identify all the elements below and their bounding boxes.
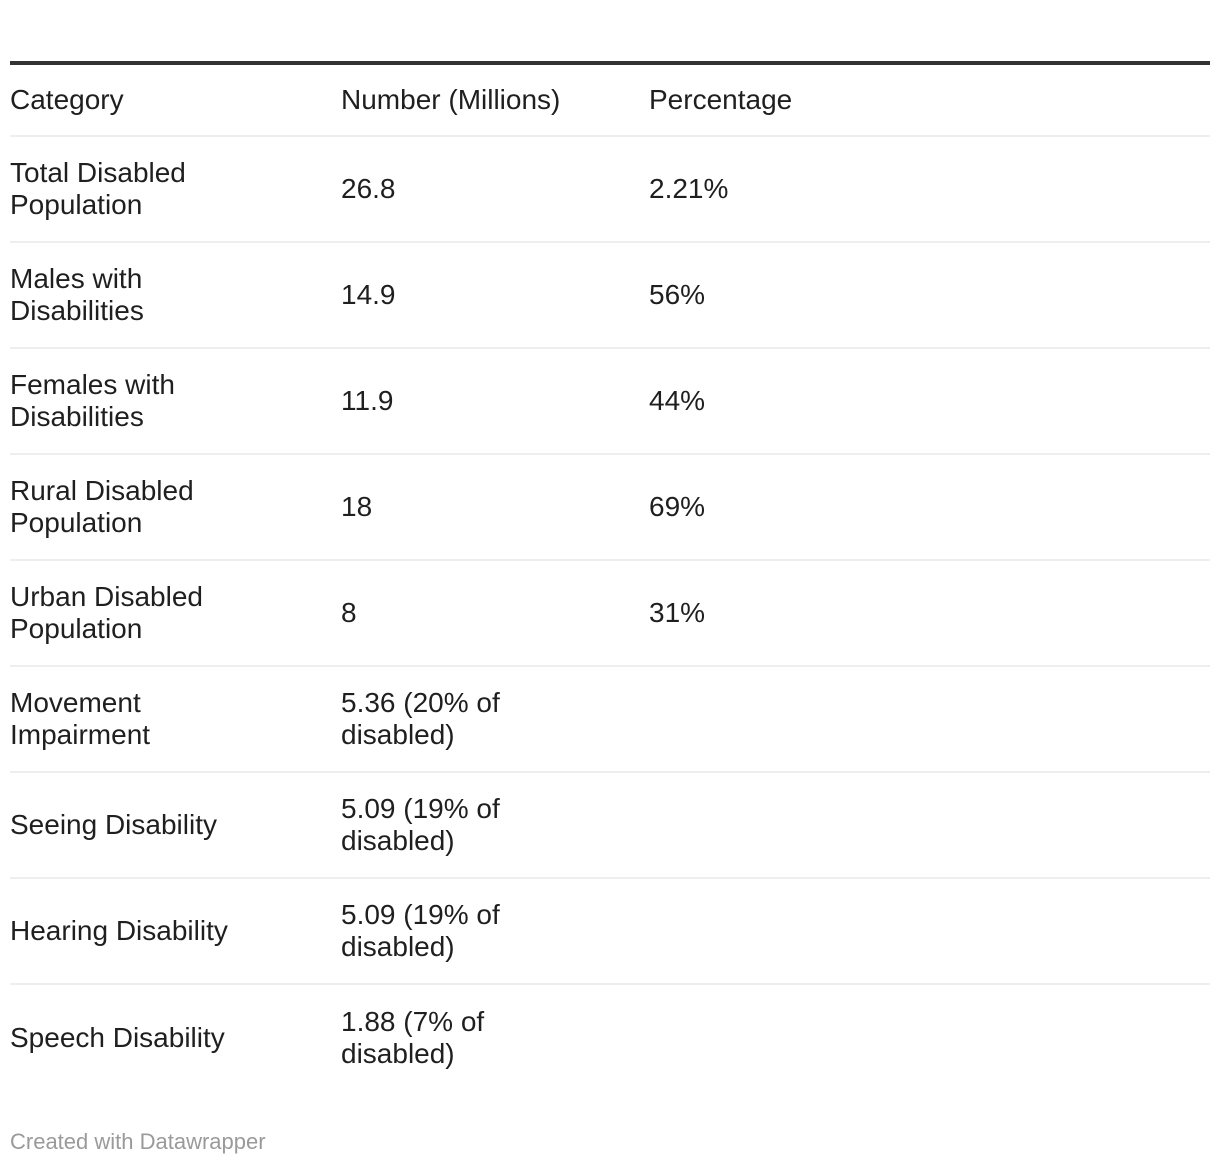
table-row: Males with Disabilities 14.9 56% [10,243,1210,349]
cell-category: Seeing Disability [10,773,341,877]
cell-category: Hearing Disability [10,879,341,983]
cell-number: 5.09 (19% of disabled) [341,773,649,877]
column-header-number-label: Number (Millions) [341,84,561,115]
cell-number: 18 [341,455,649,559]
cell-category: Urban Disabled Population [10,561,341,665]
cell-category: Speech Disability [10,985,341,1091]
cell-category-text: Speech Disability [10,1022,225,1053]
disability-statistics-table: Category Number (Millions) Percentage To… [10,61,1210,1091]
cell-percentage: 2.21% [649,137,1210,241]
cell-category-text: Movement Impairment [10,687,151,750]
column-header-percentage-label: Percentage [649,84,793,115]
table-row: Urban Disabled Population 8 31% [10,561,1210,667]
cell-number-text: 11.9 [341,385,394,416]
cell-percentage [649,667,1210,771]
cell-category-text: Hearing Disability [10,915,228,946]
table-header-row: Category Number (Millions) Percentage [10,65,1210,137]
cell-percentage-text: 69% [649,491,706,522]
cell-category-text: Urban Disabled Population [10,581,203,644]
cell-number-text: 5.09 (19% of disabled) [341,793,500,856]
cell-percentage: 31% [649,561,1210,665]
table-row: Total Disabled Population 26.8 2.21% [10,137,1210,243]
table-body: Total Disabled Population 26.8 2.21% Mal… [10,137,1210,1091]
datawrapper-credit-link[interactable]: Created with Datawrapper [10,1129,266,1154]
cell-number: 8 [341,561,649,665]
cell-number: 14.9 [341,243,649,347]
cell-category-text: Females with Disabilities [10,369,175,432]
table-row: Rural Disabled Population 18 69% [10,455,1210,561]
cell-number: 11.9 [341,349,649,453]
cell-number: 5.36 (20% of disabled) [341,667,649,771]
cell-category: Males with Disabilities [10,243,341,347]
cell-category-text: Total Disabled Population [10,157,186,220]
cell-number-text: 18 [341,491,373,522]
column-header-number: Number (Millions) [341,65,649,135]
footer: Created with Datawrapper [10,1128,1210,1156]
table-row: Hearing Disability 5.09 (19% of disabled… [10,879,1210,985]
cell-number: 1.88 (7% of disabled) [341,985,649,1091]
cell-percentage [649,773,1210,877]
cell-number-text: 5.09 (19% of disabled) [341,899,500,962]
cell-percentage: 56% [649,243,1210,347]
cell-number-text: 26.8 [341,173,396,204]
cell-percentage-text: 44% [649,385,706,416]
cell-percentage [649,879,1210,983]
table-row: Movement Impairment 5.36 (20% of disable… [10,667,1210,773]
cell-number: 26.8 [341,137,649,241]
cell-number-text: 5.36 (20% of disabled) [341,687,500,750]
cell-category: Rural Disabled Population [10,455,341,559]
table-row: Speech Disability 1.88 (7% of disabled) [10,985,1210,1091]
cell-percentage [649,985,1210,1091]
table-row: Females with Disabilities 11.9 44% [10,349,1210,455]
cell-category-text: Males with Disabilities [10,263,144,326]
chart-container: Category Number (Millions) Percentage To… [10,61,1210,1091]
column-header-category: Category [10,65,341,135]
cell-number-text: 1.88 (7% of disabled) [341,1006,485,1069]
cell-number: 5.09 (19% of disabled) [341,879,649,983]
table-row: Seeing Disability 5.09 (19% of disabled) [10,773,1210,879]
cell-category: Movement Impairment [10,667,341,771]
cell-percentage: 69% [649,455,1210,559]
cell-percentage-text: 31% [649,597,706,628]
cell-percentage-text: 56% [649,279,706,310]
cell-category: Total Disabled Population [10,137,341,241]
cell-percentage-text: 2.21% [649,173,729,204]
column-header-category-label: Category [10,84,124,115]
cell-category-text: Rural Disabled Population [10,475,194,538]
cell-category-text: Seeing Disability [10,809,217,840]
cell-percentage: 44% [649,349,1210,453]
cell-number-text: 14.9 [341,279,396,310]
cell-number-text: 8 [341,597,357,628]
cell-category: Females with Disabilities [10,349,341,453]
column-header-percentage: Percentage [649,65,1210,135]
